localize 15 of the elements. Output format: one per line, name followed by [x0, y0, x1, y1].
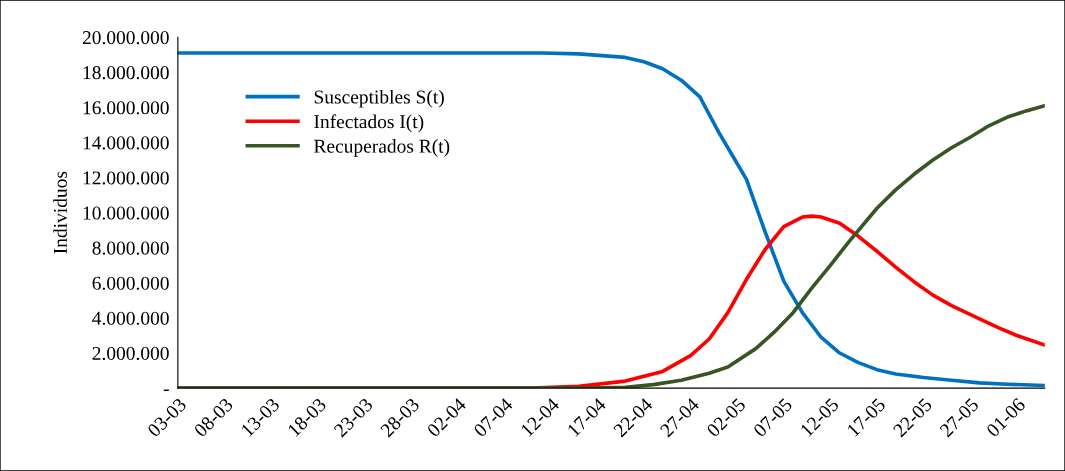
- legend-label: Recuperados R(t): [314, 139, 450, 157]
- y-tick-label: 20.000.000: [82, 31, 169, 45]
- y-tick-label: 10.000.000: [83, 206, 169, 220]
- y-tick-label: 4.000.000: [92, 311, 169, 325]
- y-tick-label: 14.000.000: [83, 136, 169, 150]
- legend-label: Susceptibles S(t): [314, 89, 444, 108]
- legend-label: Infectados I(t): [314, 114, 424, 133]
- y-axis-title: Individuos: [53, 171, 67, 254]
- y-tick-label: -: [163, 389, 169, 391]
- y-tick-label: 6.000.000: [92, 276, 169, 290]
- y-tick-label: 2.000.000: [92, 346, 169, 361]
- y-tick-label: 12.000.000: [83, 171, 169, 185]
- y-tick-label: 16.000.000: [83, 101, 169, 115]
- y-tick-label: 8.000.000: [92, 241, 169, 255]
- y-tick-label: 18.000.000: [83, 66, 169, 80]
